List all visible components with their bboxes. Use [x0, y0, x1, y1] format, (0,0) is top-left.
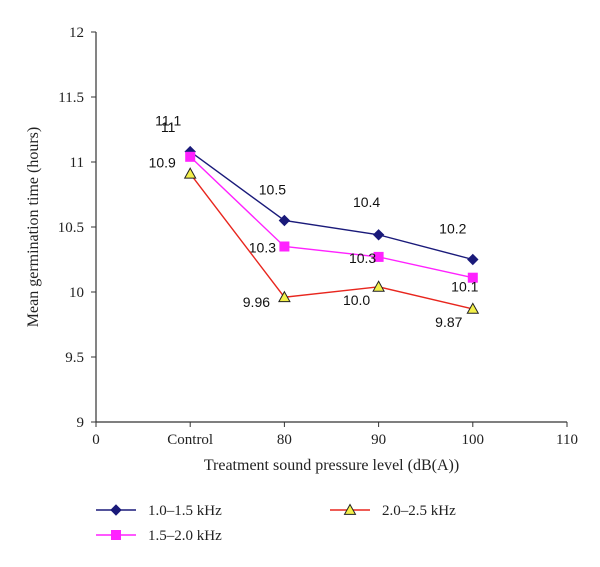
legend-label: 2.0–2.5 kHz: [382, 503, 456, 519]
series-2: 11 10.3 10.3 10.1: [161, 119, 479, 295]
square-marker: [185, 151, 196, 162]
diamond-marker: [467, 253, 479, 266]
y-axis-ticks: 9 9.5 10 10.5 11 11.5 12: [58, 25, 96, 431]
data-label: 10.1: [451, 279, 478, 295]
data-label: 10.5: [259, 182, 286, 198]
data-label: 10.0: [343, 292, 370, 308]
x-tick-label: 80: [277, 432, 292, 448]
diamond-marker: [110, 504, 122, 516]
y-tick-label: 9: [77, 415, 85, 431]
data-label: 10.3: [249, 240, 276, 256]
legend: 1.0–1.5 kHz 1.5–2.0 kHz 2.0–2.5 kHz: [96, 503, 456, 544]
y-tick-label: 10.5: [58, 220, 84, 236]
square-marker: [373, 251, 384, 262]
square-marker: [111, 530, 121, 540]
x-tick-label: 110: [556, 432, 578, 448]
x-axis-label: Treatment sound pressure level (dB(A)): [204, 457, 459, 474]
y-tick-label: 9.5: [65, 350, 84, 366]
data-label: 10.3: [349, 250, 376, 266]
square-marker: [467, 272, 478, 283]
triangle-marker: [183, 167, 197, 179]
data-label: 10.4: [353, 194, 380, 210]
y-tick-label: 11.5: [58, 90, 84, 106]
triangle-marker: [372, 280, 385, 292]
data-label: 9.96: [243, 294, 270, 310]
x-tick-label: 0: [92, 432, 100, 448]
series-1: 11.1 10.5 10.4 10.2: [155, 113, 479, 266]
series-3: 10.9 9.96 10.0 9.87: [149, 155, 480, 330]
data-label: 11.1: [155, 113, 181, 129]
diamond-marker: [278, 214, 291, 227]
triangle-marker: [466, 302, 480, 314]
y-tick-label: 11: [70, 155, 84, 171]
legend-item: 2.0–2.5 kHz: [330, 503, 456, 519]
legend-label: 1.0–1.5 kHz: [148, 503, 222, 519]
y-axis-label: Mean germination time (hours): [25, 127, 42, 327]
data-label: 9.87: [435, 314, 462, 330]
series-line: [189, 151, 473, 261]
data-label: 10.2: [439, 221, 466, 237]
data-label: 11: [161, 119, 176, 135]
x-tick-label: 100: [462, 432, 485, 448]
triangle-marker: [278, 290, 291, 303]
legend-label: 1.5–2.0 kHz: [148, 528, 222, 544]
diamond-marker: [372, 229, 385, 241]
y-tick-label: 10: [69, 285, 84, 301]
x-tick-label: Control: [167, 432, 213, 448]
legend-item: 1.0–1.5 kHz: [96, 503, 222, 519]
series-line: [189, 173, 473, 310]
square-marker: [279, 241, 290, 252]
x-axis-ticks: 0 Control 80 90 100 110: [92, 422, 578, 448]
legend-item: 1.5–2.0 kHz: [96, 528, 222, 544]
x-tick-label: 90: [371, 432, 386, 448]
data-label: 10.9: [149, 155, 176, 171]
series-line: [189, 156, 473, 279]
y-tick-label: 12: [69, 25, 84, 41]
triangle-marker: [343, 503, 357, 515]
